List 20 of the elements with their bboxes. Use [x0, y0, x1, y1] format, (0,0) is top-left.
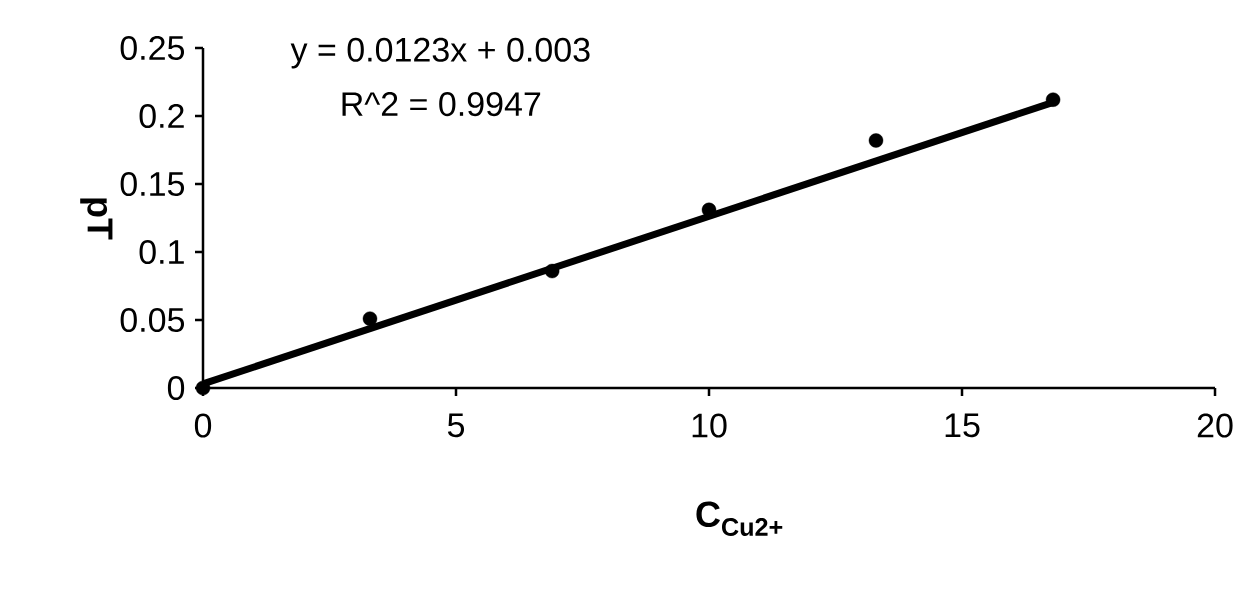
- x-tick-label: 15: [945, 413, 980, 438]
- x-tick-label: 10: [692, 413, 727, 438]
- point: [544, 263, 560, 279]
- annotation: y = 0.0123x + 0.003: [290, 37, 590, 69]
- y-tick-label: 0: [167, 375, 185, 401]
- y-axis-title: pT: [80, 198, 113, 240]
- point: [362, 311, 378, 326]
- y-tick-label: 0.15: [120, 171, 185, 197]
- y-tick-label: 0.25: [120, 35, 185, 61]
- x-tick-label: 5: [447, 413, 465, 438]
- y-tick-label: 0.05: [120, 307, 185, 333]
- x-tick-label: 20: [1197, 413, 1233, 438]
- point: [1045, 92, 1061, 107]
- point: [195, 380, 211, 396]
- y-tick-label: 0.2: [139, 103, 184, 129]
- annotation: R^2 = 0.9947: [342, 92, 541, 117]
- x-tick-label: 0: [194, 413, 212, 438]
- point: [868, 133, 884, 148]
- y-tick-label: 0.1: [139, 239, 184, 265]
- x-axis-title: C$_{Cu2+}$: [696, 501, 783, 536]
